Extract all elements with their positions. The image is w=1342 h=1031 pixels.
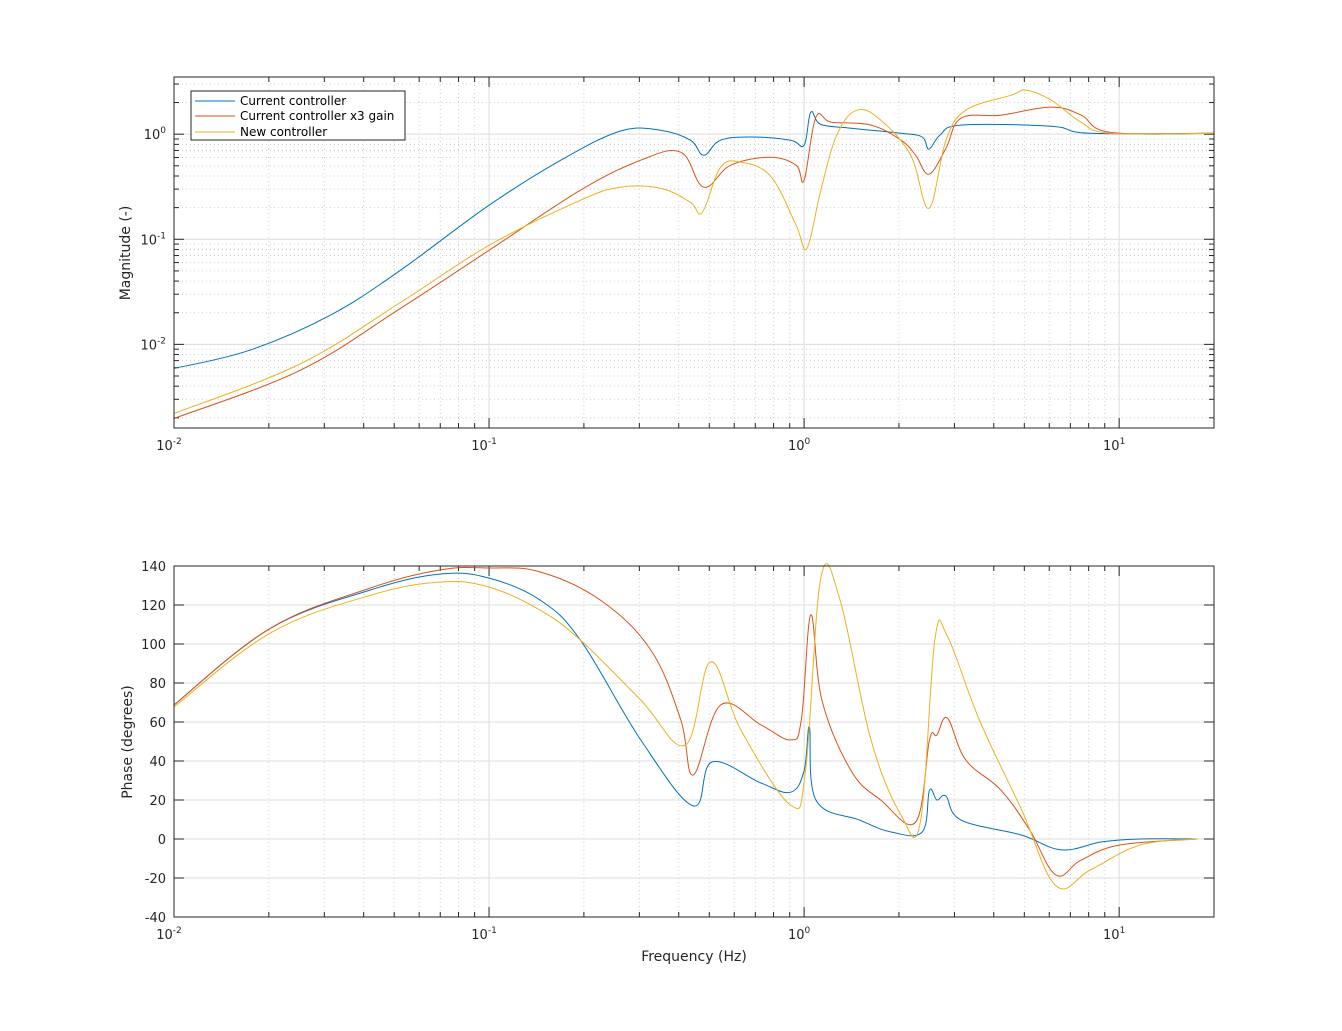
y-tick-label: -40 [145,911,166,926]
y-tick-label: -20 [145,872,166,887]
series-line-current [173,572,1198,851]
y-tick-label: 140 [141,560,166,575]
series-line-new [173,563,1198,890]
y-tick-base: 10 [144,128,161,143]
y-tick-label: 10-2 [140,336,166,353]
y-tick-label: 60 [149,716,166,731]
phase-ylabel: Phase (degrees) [120,685,136,799]
series-line-x3-gain [173,106,1215,419]
x-tick-base: 10 [156,928,173,943]
x-tick-base: 10 [471,928,488,943]
legend-label-new: New controller [240,125,327,139]
y-tick-label: 80 [149,677,166,692]
x-tick-label: 10-1 [471,926,497,943]
x-tick-exponent: -2 [173,437,182,447]
y-tick-label: 100 [144,126,167,143]
x-tick-exponent: 0 [805,926,811,936]
series-line-new [173,89,1215,414]
plot-area [174,566,1214,917]
x-tick-label: 10-2 [156,926,182,943]
x-tick-exponent: -2 [173,926,182,936]
y-tick-label: 10-1 [140,231,166,248]
axes-box [173,565,1215,918]
legend: Current controller Current controller x3… [190,90,406,141]
x-tick-base: 10 [156,439,173,454]
x-tick-label: 100 [788,437,811,454]
x-tick-label: 100 [788,926,811,943]
y-tick-base: 10 [140,233,157,248]
series-line-x3-gain [173,566,1198,877]
x-tick-label: 101 [1103,437,1125,454]
series-line-current [173,111,1215,369]
x-tick-exponent: 0 [805,437,811,447]
y-tick-label: 40 [149,755,166,770]
x-tick-base: 10 [788,439,805,454]
y-tick-label: 20 [149,794,166,809]
x-tick-exponent: -1 [488,437,497,447]
x-tick-exponent: 1 [1120,437,1126,447]
x-tick-exponent: -1 [488,926,497,936]
x-tick-base: 10 [1103,439,1120,454]
y-tick-label: 100 [141,638,166,653]
y-tick-exponent: -1 [157,231,166,241]
axes-box [173,76,1215,429]
legend-label-current: Current controller [240,94,346,108]
x-tick-base: 10 [788,928,805,943]
x-tick-base: 10 [471,439,488,454]
y-tick-exponent: -2 [157,336,166,346]
y-tick-exponent: 0 [160,126,166,136]
y-tick-label: 0 [158,833,166,848]
magnitude-ylabel: Magnitude (-) [118,206,134,301]
x-tick-label: 10-1 [471,437,497,454]
frequency-xlabel: Frequency (Hz) [641,949,747,965]
y-tick-label: 120 [141,599,166,614]
x-tick-exponent: 1 [1120,926,1126,936]
x-tick-label: 101 [1103,926,1125,943]
x-tick-label: 10-2 [156,437,182,454]
y-tick-base: 10 [140,338,157,353]
x-tick-base: 10 [1103,928,1120,943]
legend-label-x3: Current controller x3 gain [240,109,394,123]
